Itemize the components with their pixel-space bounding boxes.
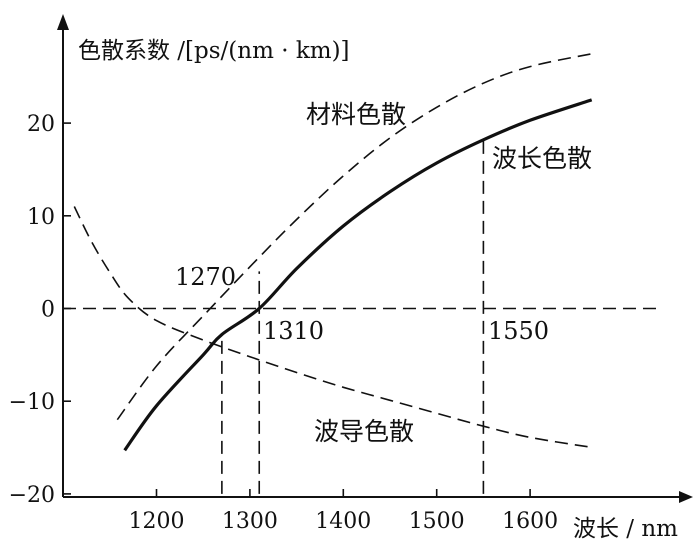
series-label-material: 材料色散: [306, 100, 406, 129]
y-tick-label: 0: [41, 298, 55, 323]
y-tick-label: −20: [9, 483, 55, 508]
ticks: 1200 1300 1400 1500 1600 −20 −10 0 10 20: [9, 112, 559, 534]
x-tick-label: 1200: [129, 509, 185, 534]
annotation-1310: 1310: [263, 317, 324, 345]
x-axis-title: 波长 / nm: [573, 516, 678, 542]
y-axis-title: 色散系数 /[ps/(nm · km)]: [78, 38, 350, 64]
material-dispersion-line: [116, 52, 593, 421]
annotation-1550: 1550: [488, 317, 549, 345]
y-axis-arrow-icon: [57, 14, 69, 30]
x-tick-label: 1400: [315, 509, 371, 534]
annotation-1270: 1270: [175, 263, 236, 291]
x-tick-label: 1300: [222, 509, 278, 534]
x-tick-label: 1600: [502, 509, 558, 534]
waveguide-dispersion-line: [73, 206, 593, 449]
series-lines: [73, 52, 593, 452]
y-tick-label: 20: [27, 112, 55, 137]
y-tick-label: 10: [27, 205, 55, 230]
axes: [57, 14, 693, 503]
y-tick-label: −10: [9, 390, 55, 415]
series-label-chromatic: 波长色散: [492, 144, 592, 173]
x-tick-label: 1500: [409, 509, 465, 534]
series-label-waveguide: 波导色散: [314, 417, 414, 446]
chromatic-dispersion-line: [123, 98, 593, 452]
x-axis-arrow-icon: [679, 491, 693, 503]
